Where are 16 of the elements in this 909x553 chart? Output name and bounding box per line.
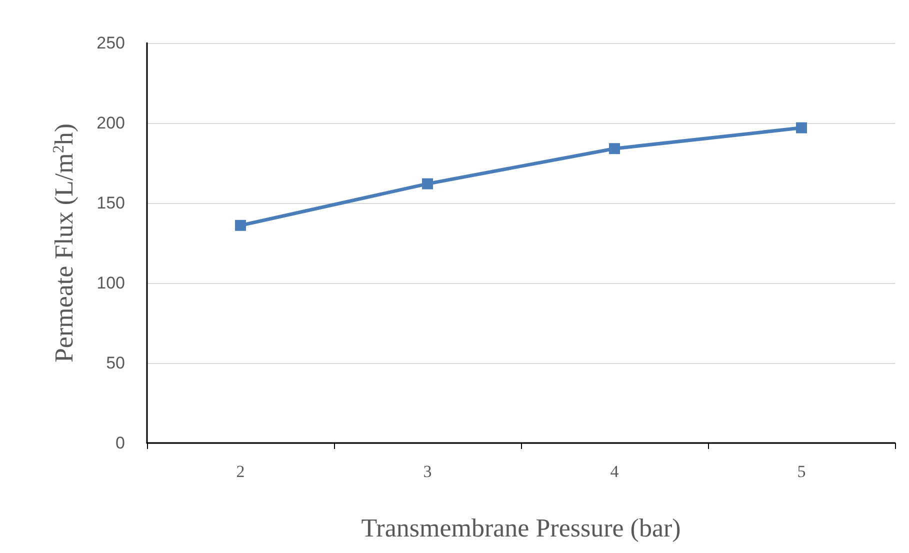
x-tick-label: 3 xyxy=(423,462,432,481)
y-tick-label: 200 xyxy=(96,114,125,132)
y-tick-label: 50 xyxy=(106,354,125,372)
x-tick-label: 5 xyxy=(797,462,806,481)
y-tick-label: 100 xyxy=(96,274,125,292)
x-tick-label: 2 xyxy=(236,462,245,481)
y-tick-label: 150 xyxy=(96,194,125,212)
y-tick-label: 0 xyxy=(116,434,125,452)
x-tick-label: 4 xyxy=(610,462,620,481)
point xyxy=(796,122,807,134)
x-axis-title: Transmembrane Pressure (bar) xyxy=(361,514,681,542)
point xyxy=(235,220,246,231)
y-axis-title: Permeate Flux (L/m2h) xyxy=(50,123,78,363)
point xyxy=(609,143,620,154)
y-tick-label: 250 xyxy=(96,34,125,52)
point xyxy=(422,178,433,190)
